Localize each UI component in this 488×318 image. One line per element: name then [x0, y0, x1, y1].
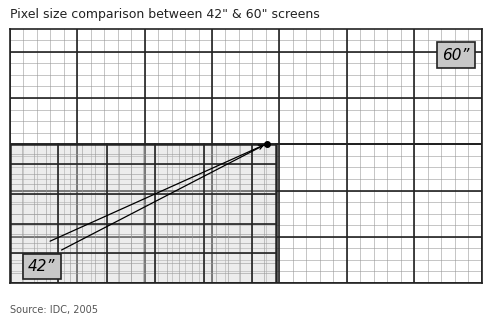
Text: 42”: 42”: [28, 259, 56, 274]
Bar: [10, 144, 276, 283]
Text: Pixel size comparison between 42" & 60" screens: Pixel size comparison between 42" & 60" …: [10, 8, 319, 21]
Text: 60”: 60”: [441, 48, 468, 63]
Bar: [10, 144, 276, 283]
Text: Source: IDC, 2005: Source: IDC, 2005: [10, 305, 98, 315]
